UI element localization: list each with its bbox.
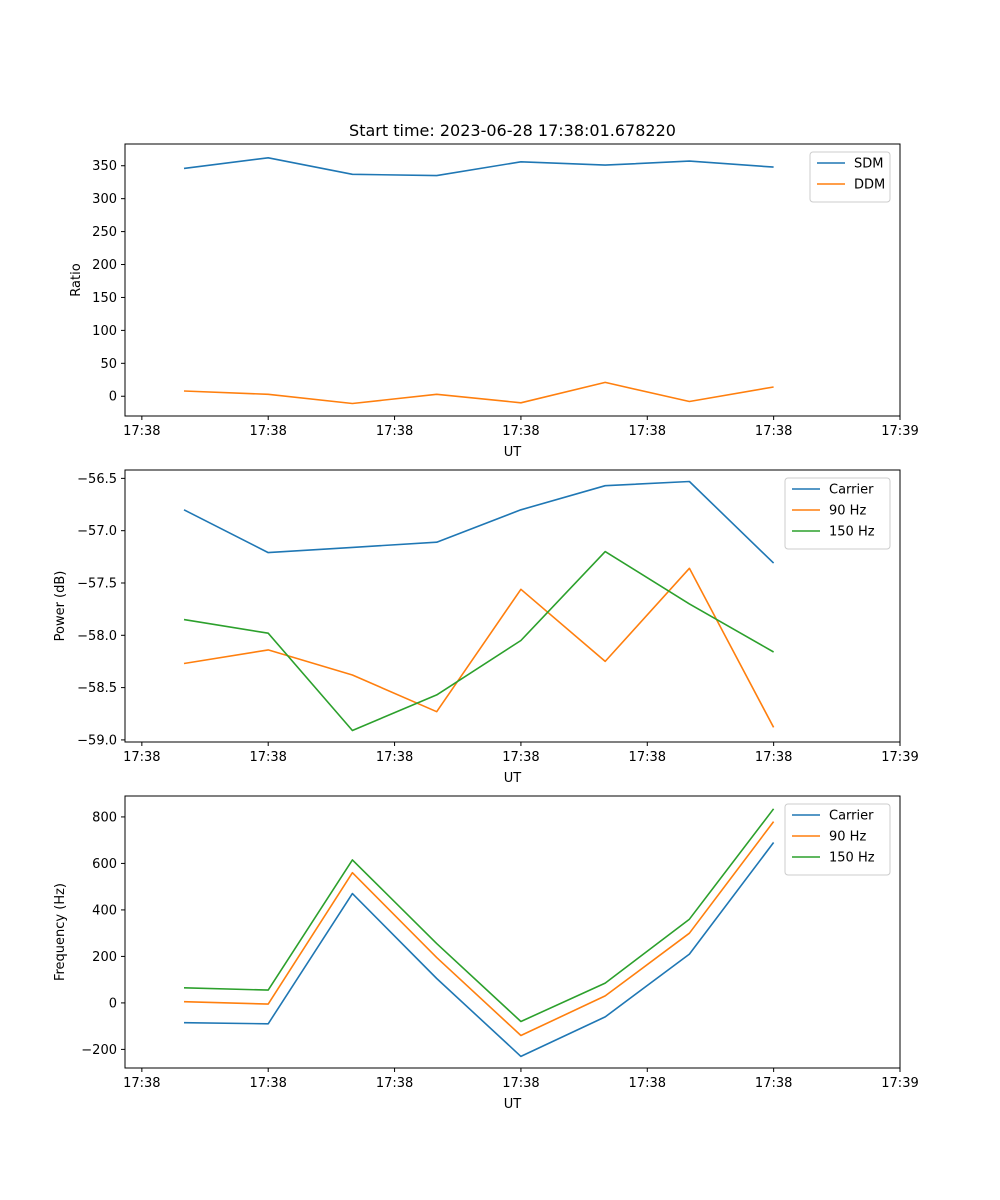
x-tick-label: 17:39 [881,1076,918,1091]
x-tick-label: 17:38 [249,424,286,439]
y-tick-label: 250 [92,225,117,240]
x-tick-label: 17:39 [881,424,918,439]
x-tick-label: 17:38 [755,1076,792,1091]
y-tick-label: 400 [92,903,117,918]
series-line-90-hz [183,567,775,728]
subplots: 17:38 17:38 17:38 17:38 17:38 17:38 17:39 0 50 10… [53,143,919,1112]
y-tick-label: −59.0 [77,733,117,748]
subplot-3: 17:38 17:38 17:38 17:38 17:38 17:38 17:39 −200 0… [53,795,919,1112]
series-line-ddm [183,381,774,405]
x-tick-label: 17:39 [881,750,918,765]
y-tick-label: 350 [92,159,117,174]
x-axis-label: UT [504,771,522,786]
x-axis-label: UT [504,445,522,460]
x-tick-label: 17:38 [629,1076,666,1091]
series-line-90-hz [183,821,775,1037]
y-axis-label: Frequency (Hz) [53,883,68,981]
legend-label: 90 Hz [829,504,866,519]
legend-label: 150 Hz [829,851,875,866]
y-tick-label: 100 [92,324,117,339]
y-tick-label: −57.0 [77,524,117,539]
y-tick-label: −200 [81,1043,117,1058]
y-tick-label: 150 [92,291,117,306]
x-tick-label: 17:38 [249,1076,286,1091]
y-tick-label: 200 [92,258,117,273]
chart-title: Start time: 2023-06-28 17:38:01.678220 [349,121,676,140]
y-tick-label: −58.0 [77,629,117,644]
x-tick-label: 17:38 [123,424,160,439]
y-tick-label: −56.5 [77,472,117,487]
axes-frame [124,143,901,417]
x-tick-label: 17:38 [123,750,160,765]
axes-frame [124,795,901,1069]
x-tick-label: 17:38 [249,750,286,765]
x-axis-label: UT [504,1097,522,1112]
y-tick-label: 600 [92,857,117,872]
y-tick-label: 300 [92,192,117,207]
x-tick-label: 17:38 [502,750,539,765]
series-line-150-hz [183,808,775,1023]
legend-label: Carrier [829,809,874,824]
x-tick-label: 17:38 [502,1076,539,1091]
legend: Carrier 90 Hz 150 Hz [784,803,891,876]
y-tick-label: 800 [92,810,117,825]
legend-label: 90 Hz [829,830,866,845]
y-tick-label: 200 [92,950,117,965]
y-tick-label: 0 [109,996,117,1011]
x-tick-label: 17:38 [629,424,666,439]
series-line-carrier [183,480,775,564]
y-tick-label: 0 [109,390,117,405]
x-tick-label: 17:38 [755,750,792,765]
y-tick-label: −58.5 [77,681,117,696]
subplot-2: 17:38 17:38 17:38 17:38 17:38 17:38 17:39 −59.0… [53,469,919,786]
x-tick-label: 17:38 [502,424,539,439]
legend-label: Carrier [829,483,874,498]
legend: Carrier 90 Hz 150 Hz [784,477,891,550]
legend-box [809,151,891,203]
subplot-1: 17:38 17:38 17:38 17:38 17:38 17:38 17:39 0 50 10… [69,143,919,460]
y-axis-label: Power (dB) [53,571,68,642]
legend: SDM DDM [809,151,891,203]
x-tick-label: 17:38 [755,424,792,439]
series-line-150-hz [183,550,774,732]
x-tick-label: 17:38 [123,1076,160,1091]
x-tick-label: 17:38 [376,424,413,439]
y-tick-label: −57.5 [77,576,117,591]
x-tick-label: 17:38 [376,750,413,765]
axes-frame [124,469,901,743]
y-tick-label: 50 [100,357,117,372]
x-tick-label: 17:38 [629,750,666,765]
x-tick-label: 17:38 [376,1076,413,1091]
series-line-sdm [183,157,774,177]
series-line-carrier [183,842,775,1058]
legend-label: SDM [854,157,883,172]
legend-label: DDM [854,178,885,193]
y-axis-label: Ratio [69,263,84,296]
legend-label: 150 Hz [829,525,875,540]
